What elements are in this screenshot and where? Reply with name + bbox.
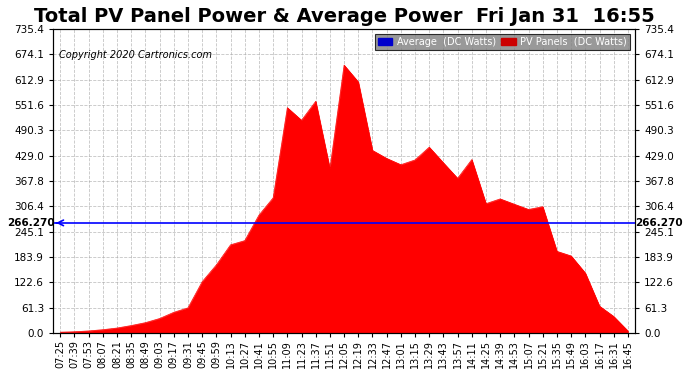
Title: Total PV Panel Power & Average Power  Fri Jan 31  16:55: Total PV Panel Power & Average Power Fri…	[34, 7, 655, 26]
Text: 266.270: 266.270	[635, 218, 682, 228]
Text: Copyright 2020 Cartronics.com: Copyright 2020 Cartronics.com	[59, 50, 212, 60]
Text: 266.270: 266.270	[8, 218, 55, 228]
Legend: Average  (DC Watts), PV Panels  (DC Watts): Average (DC Watts), PV Panels (DC Watts)	[375, 34, 630, 50]
